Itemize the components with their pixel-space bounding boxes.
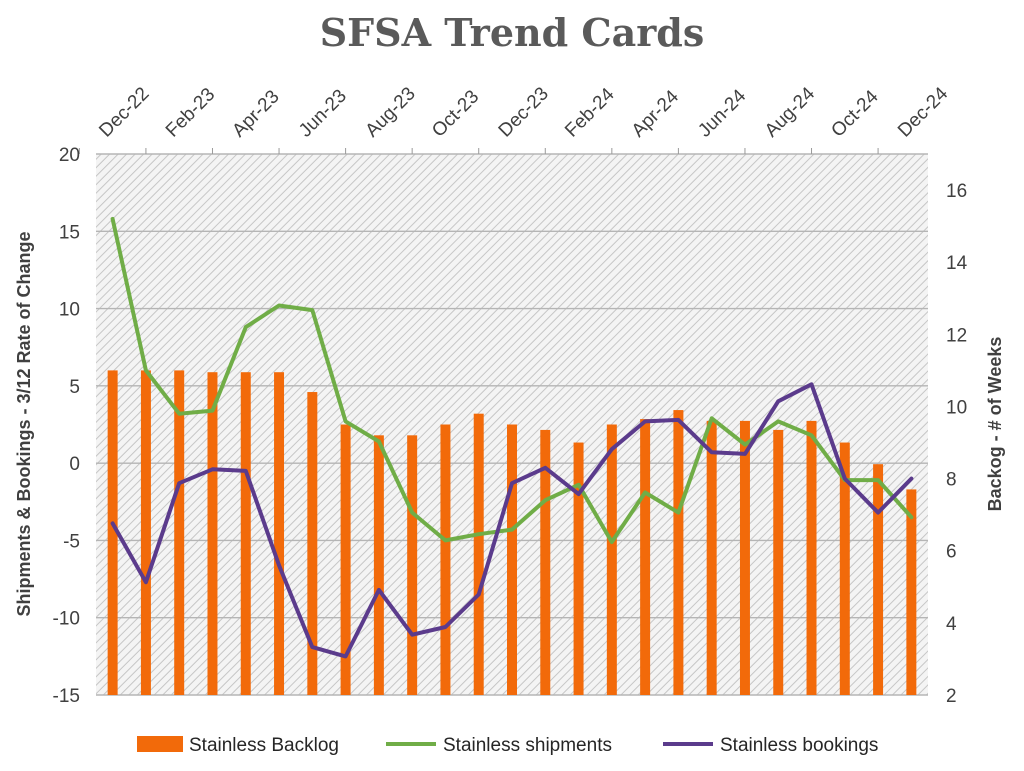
backlog-bar xyxy=(207,372,218,695)
right-tick-label: 2 xyxy=(946,686,957,707)
backlog-bar xyxy=(906,489,917,695)
right-tick-label: 16 xyxy=(946,181,967,202)
x-tick-label: Jun-24 xyxy=(694,85,750,141)
backlog-bar xyxy=(274,372,285,695)
x-tick-label: Feb-23 xyxy=(162,84,219,141)
chart-title: SFSA Trend Cards xyxy=(320,10,705,55)
backlog-bar xyxy=(507,424,517,695)
backlog-bar xyxy=(706,420,717,695)
series-lines xyxy=(110,216,914,659)
backlog-bar xyxy=(773,429,784,695)
x-tick-label: Oct-24 xyxy=(827,86,882,141)
backlog-bar xyxy=(440,424,451,695)
left-tick-label: 10 xyxy=(59,300,80,321)
x-tick-label: Aug-23 xyxy=(362,83,420,141)
backlog-bar xyxy=(107,370,118,695)
backlog-bar xyxy=(174,370,185,695)
x-tick-label: Aug-24 xyxy=(761,83,819,141)
x-tick-label: Feb-24 xyxy=(561,84,619,142)
right-tick-label: 8 xyxy=(946,470,957,491)
left-tick-label: -10 xyxy=(53,609,80,630)
left-axis-title: Shipments & Bookings - 3/12 Rate of Chan… xyxy=(14,231,34,616)
backlog-bars xyxy=(107,370,917,695)
left-tick-label: 15 xyxy=(59,222,80,243)
right-axis-title: Backog - # of Weeks xyxy=(985,337,1005,512)
backlog-bar xyxy=(640,419,651,695)
left-tick-label: 20 xyxy=(59,145,80,166)
right-tick-label: 12 xyxy=(946,325,967,346)
right-axis-ticks: 2 4 6 8 10 12 14 16 xyxy=(946,181,968,707)
right-tick-label: 10 xyxy=(946,397,967,418)
left-tick-label: 0 xyxy=(69,454,80,475)
x-tick-label: Apr-23 xyxy=(228,86,283,141)
legend-label: Stainless bookings xyxy=(720,735,878,756)
legend-label: Stainless shipments xyxy=(443,735,612,756)
x-tick-label: Dec-23 xyxy=(495,83,553,141)
backlog-bar xyxy=(806,420,817,695)
stainless-shipments-line xyxy=(110,216,914,544)
backlog-bar xyxy=(540,429,551,695)
stainless-bookings-line xyxy=(110,382,914,659)
x-tick-label: Jun-23 xyxy=(295,86,351,142)
right-tick-label: 6 xyxy=(946,542,957,563)
legend-swatch-backlog xyxy=(137,736,183,752)
legend-label: Stainless Backlog xyxy=(189,735,339,756)
backlog-bar xyxy=(473,413,484,695)
backlog-bar xyxy=(240,372,251,695)
backlog-bar xyxy=(140,370,151,695)
backlog-bar xyxy=(839,442,850,695)
backlog-bar xyxy=(307,392,318,695)
x-tick-label: Dec-22 xyxy=(95,83,153,141)
backlog-bar xyxy=(873,464,884,695)
backlog-bar xyxy=(606,424,617,695)
x-tick-label: Oct-23 xyxy=(428,86,483,141)
right-tick-label: 4 xyxy=(946,614,957,635)
x-tick-label: Apr-24 xyxy=(628,86,683,141)
backlog-bar xyxy=(739,420,750,695)
left-tick-label: -5 xyxy=(63,531,80,552)
x-tick-label: Dec-24 xyxy=(894,83,952,141)
backlog-bar xyxy=(573,442,584,695)
x-axis-ticks: Dec-22 Feb-23 Apr-23 Jun-23 Aug-23 Oct-23 Dec-… xyxy=(95,83,952,141)
backlog-bar xyxy=(407,435,418,695)
backlog-bar xyxy=(340,424,351,695)
left-axis-ticks: -15 -10 -5 0 5 10 15 20 xyxy=(53,145,80,707)
left-tick-label: 5 xyxy=(69,377,80,398)
backlog-bar xyxy=(373,435,384,695)
left-tick-label: -15 xyxy=(53,686,80,707)
backlog-bar xyxy=(673,410,684,695)
right-tick-label: 14 xyxy=(946,253,968,274)
legend: Stainless Backlog Stainless shipments Stai… xyxy=(137,735,878,756)
